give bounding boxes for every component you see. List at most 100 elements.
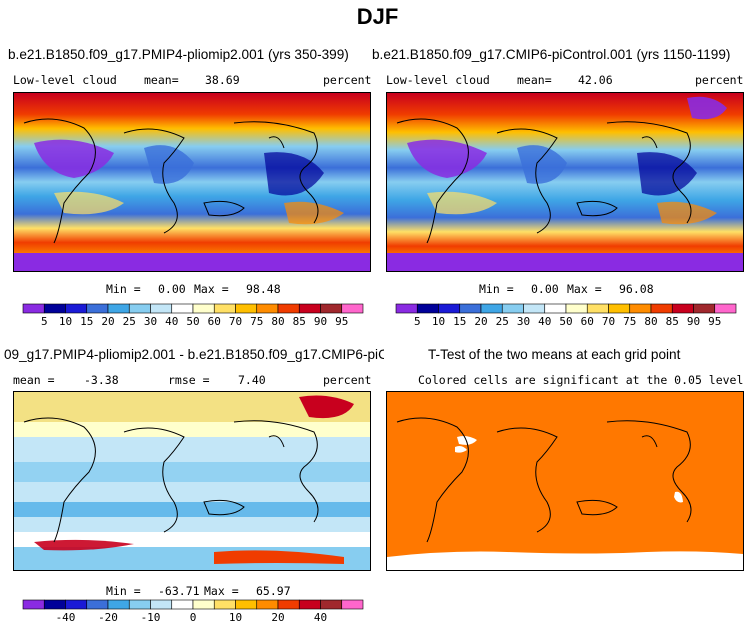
panel1-max-label: Max =	[194, 282, 229, 296]
panel3-map-svg	[14, 392, 370, 570]
panel4-map-svg	[387, 392, 743, 570]
colorbar-swatch	[438, 303, 461, 314]
colorbar-tick-label: -40	[56, 611, 76, 624]
colorbar-swatch	[150, 303, 173, 314]
colorbar-tick-label: 20	[474, 315, 487, 328]
panel1-max-value: 98.48	[246, 282, 281, 296]
panel2-min-label: Min =	[479, 282, 514, 296]
colorbar-swatch	[544, 303, 567, 314]
panel3-mean-value: -3.38	[84, 373, 119, 387]
colorbar-swatch	[501, 303, 524, 314]
colorbar-swatch	[43, 303, 66, 314]
panel3-rmse-label: rmse =	[168, 373, 210, 387]
colorbar-tick-label: 10	[59, 315, 72, 328]
colorbar-swatch	[171, 599, 194, 610]
panel4-map	[386, 391, 744, 571]
colorbar-tick-label: 90	[314, 315, 327, 328]
colorbar-tick-label: 50	[186, 315, 199, 328]
colorbar-tick-label: 50	[559, 315, 572, 328]
colorbar-swatch	[395, 303, 418, 314]
colorbar-tick-label: 75	[250, 315, 263, 328]
colorbar-tick-label: 75	[623, 315, 636, 328]
colorbar-tick-label: 80	[271, 315, 284, 328]
colorbar-swatch	[608, 303, 631, 314]
colorbar-swatch	[43, 599, 66, 610]
panel2-colorbar-svg: 5 10 15 20 25 30 40 50 60 70 75 80 85 90 95	[395, 303, 737, 328]
colorbar-swatch	[650, 303, 673, 314]
colorbar-tick-label: 20	[101, 315, 114, 328]
panel3-mean-label: mean =	[13, 373, 55, 387]
colorbar-tick-label: 5	[414, 315, 421, 328]
colorbar-tick-label: 40	[314, 611, 327, 624]
panel1-map	[13, 92, 371, 272]
colorbar-swatch	[213, 303, 236, 314]
panel2-mean-value: 42.06	[578, 73, 613, 87]
panel2-variable-label: Low-level cloud	[386, 73, 490, 87]
panel1-map-svg	[14, 93, 370, 271]
panel2-units: percent	[695, 73, 744, 87]
colorbar-swatch	[565, 303, 588, 314]
colorbar-swatch	[341, 599, 364, 610]
colorbar-swatch	[320, 599, 343, 610]
panel2-mean-label: mean=	[517, 73, 552, 87]
panel3-map	[13, 391, 371, 571]
colorbar-swatch	[416, 303, 439, 314]
colorbar-swatch	[320, 303, 343, 314]
colorbar-swatch	[65, 303, 88, 314]
colorbar-tick-label: 80	[644, 315, 657, 328]
panel1-mean-value: 38.69	[205, 73, 240, 87]
panel3-title: 09_g17.PMIP4-pliomip2.001 - b.e21.B1850.…	[4, 347, 384, 362]
panel2-max-label: Max =	[567, 282, 602, 296]
colorbar-swatch	[277, 303, 300, 314]
panel3-units: percent	[323, 373, 372, 387]
panel4-subtitle: Colored cells are significant at the 0.0…	[418, 373, 744, 387]
panel1-mean-label: mean=	[144, 73, 179, 87]
colorbar-tick-label: 90	[687, 315, 700, 328]
colorbar-tick-label: 70	[602, 315, 615, 328]
colorbar-tick-label: -10	[141, 611, 161, 624]
panel4-title: T-Test of the two means at each grid poi…	[428, 347, 681, 362]
colorbar-tick-label: 20	[271, 611, 284, 624]
panel3-colorbar-svg: -40 -20 -10 0 10 20 40	[22, 599, 364, 624]
colorbar-swatch	[480, 303, 503, 314]
colorbar-swatch	[277, 599, 300, 610]
colorbar-swatch	[65, 599, 88, 610]
panel2-title: b.e21.B1850.f09_g17.CMIP6-piControl.001 …	[372, 47, 731, 62]
panel3-min-label: Min =	[106, 584, 141, 598]
colorbar-swatch	[128, 599, 151, 610]
panel3-colorbar: -40 -20 -10 0 10 20 40	[20, 599, 366, 627]
colorbar-tick-label: 30	[517, 315, 530, 328]
colorbar-swatch	[86, 303, 109, 314]
colorbar-swatch	[523, 303, 546, 314]
colorbar-swatch	[256, 303, 279, 314]
colorbar-swatch	[298, 599, 321, 610]
colorbar-swatch	[192, 599, 215, 610]
panel1-colorbar-svg: 5 10 15 20 25 30 40 50 60 70 75 80 85 90 95	[22, 303, 364, 328]
colorbar-tick-label: 40	[165, 315, 178, 328]
colorbar-tick-label: 15	[453, 315, 466, 328]
colorbar-tick-label: 30	[144, 315, 157, 328]
colorbar-swatch	[86, 599, 109, 610]
colorbar-swatch	[22, 599, 45, 610]
colorbar-tick-label: 60	[208, 315, 221, 328]
colorbar-swatch	[693, 303, 716, 314]
colorbar-tick-label: 40	[538, 315, 551, 328]
panel1-variable-label: Low-level cloud	[13, 73, 117, 87]
colorbar-swatch	[671, 303, 694, 314]
colorbar-swatch	[586, 303, 609, 314]
panel2-map-svg	[387, 93, 743, 271]
colorbar-swatch	[714, 303, 737, 314]
colorbar-tick-label: -20	[98, 611, 118, 624]
panel3-max-value: 65.97	[256, 584, 291, 598]
colorbar-tick-label: 60	[581, 315, 594, 328]
panel3-rmse-value: 7.40	[238, 373, 266, 387]
panel1-min-value: 0.00	[158, 282, 186, 296]
colorbar-tick-label: 70	[229, 315, 242, 328]
colorbar-tick-label: 25	[496, 315, 509, 328]
figure-title: DJF	[356, 4, 399, 29]
panel2-map	[386, 92, 744, 272]
colorbar-tick-label: 95	[708, 315, 721, 328]
colorbar-swatch	[150, 599, 173, 610]
colorbar-swatch	[171, 303, 194, 314]
panel1-min-label: Min =	[106, 282, 141, 296]
